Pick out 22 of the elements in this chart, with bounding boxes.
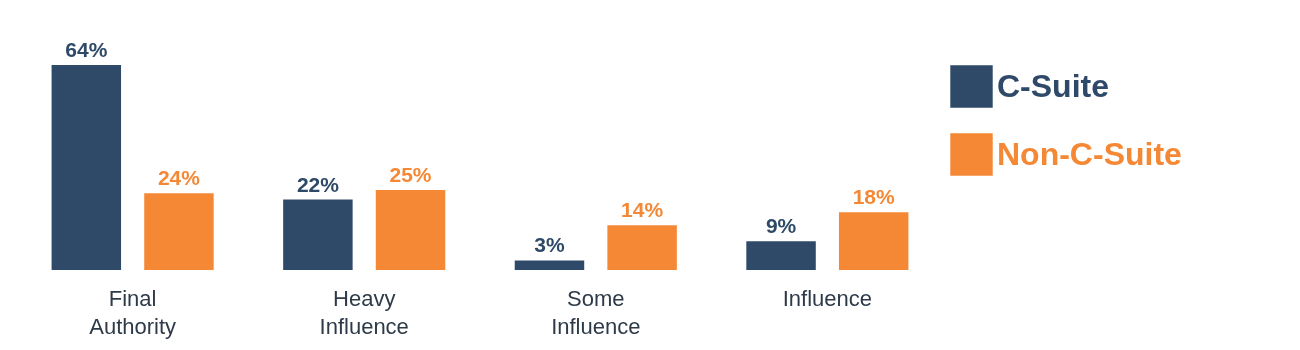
bar <box>838 212 909 270</box>
bar <box>375 189 446 270</box>
x-tick-label: Influence <box>782 285 873 311</box>
x-tick-label: Heavy Influence <box>319 285 409 339</box>
x-tick-label: Final Authority <box>89 285 177 339</box>
data-label: 25% <box>389 162 432 186</box>
data-label: 9% <box>765 214 797 238</box>
bar <box>51 65 122 270</box>
bar <box>144 193 214 270</box>
data-label: 18% <box>852 185 896 209</box>
data-label: 3% <box>534 233 565 257</box>
data-label: 22% <box>296 172 340 196</box>
bar <box>283 199 353 270</box>
data-label: 24% <box>157 166 201 190</box>
bar <box>607 225 677 270</box>
legend-label: Non-C-Suite <box>997 135 1182 172</box>
bar <box>514 260 585 270</box>
bar <box>746 241 816 270</box>
x-tick-label: Some Influence <box>551 285 641 339</box>
data-label: 64% <box>65 38 108 61</box>
legend-label: C-Suite <box>997 67 1109 104</box>
data-label: 14% <box>621 198 664 222</box>
